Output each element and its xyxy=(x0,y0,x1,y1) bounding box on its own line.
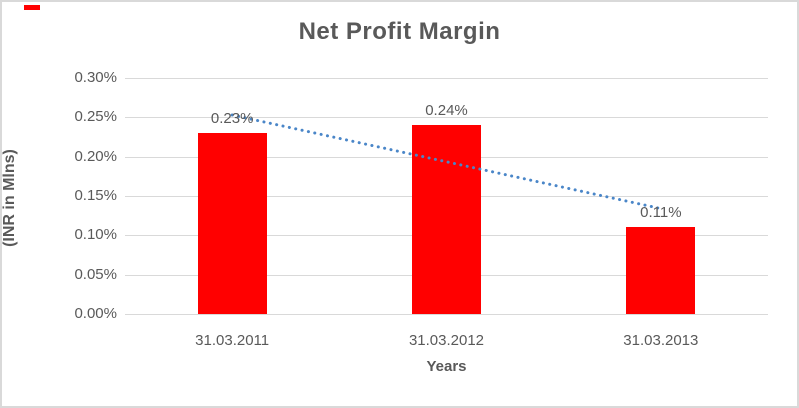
x-category-label: 31.03.2012 xyxy=(408,332,485,349)
x-category-label: 31.03.2011 xyxy=(195,332,270,349)
chart-title: Net Profit Margin xyxy=(298,18,501,45)
y-tick-label: 0.30% xyxy=(74,69,117,86)
red-mark-artifact xyxy=(24,5,40,10)
y-tick-label: 0.15% xyxy=(74,187,117,204)
x-category-label: 31.03.2013 xyxy=(623,332,699,349)
bar-31.03.2011 xyxy=(197,133,267,314)
gridline xyxy=(125,314,768,315)
y-axis-title: (INR in Mlns) xyxy=(1,149,18,247)
y-tick-label: 0.00% xyxy=(74,305,117,322)
bar-31.03.2012 xyxy=(412,125,481,314)
bar-data-label: 0.24% xyxy=(425,102,468,120)
bar-31.03.2013 xyxy=(626,227,696,314)
gridline xyxy=(125,78,768,79)
y-tick-label: 0.10% xyxy=(74,226,117,244)
y-tick-label: 0.20% xyxy=(74,147,117,165)
bar-data-label: 0.11% xyxy=(640,204,682,222)
y-tick-label: 0.05% xyxy=(74,265,117,283)
bar-data-label: 0.23% xyxy=(210,110,254,128)
y-tick-label: 0.25% xyxy=(74,108,117,126)
x-axis-title: Years xyxy=(426,358,467,375)
